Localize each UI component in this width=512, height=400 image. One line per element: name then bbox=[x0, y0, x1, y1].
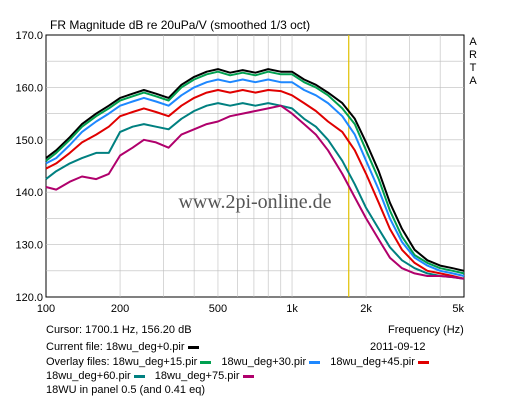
x-tick-label: 500 bbox=[209, 303, 227, 315]
legend-entry-1-label: 18wu_deg+15.pir bbox=[112, 356, 198, 368]
legend-swatch-5 bbox=[242, 374, 254, 378]
legend-swatch-2 bbox=[309, 360, 321, 364]
legend-swatch-3 bbox=[417, 360, 429, 364]
arta-tag-letter: A bbox=[469, 36, 477, 48]
current-file-prefix: Current file: bbox=[46, 341, 103, 353]
legend-entry-5-label: 18wu_deg+75.pir bbox=[154, 370, 240, 382]
frequency-response-chart[interactable]: www.2pi-online.de 120.0 130.0 140.0 150.0 16… bbox=[0, 0, 512, 320]
info-line: 18WU in panel 0.5 (and 0.41 eq) bbox=[46, 384, 205, 396]
series-line-3 bbox=[45, 89, 465, 280]
legend-entry-0-label: 18wu_deg+0.pir bbox=[105, 341, 185, 353]
series-group bbox=[45, 68, 465, 280]
y-tick-label: 160.0 bbox=[15, 82, 43, 94]
y-tick-labels: 120.0 130.0 140.0 150.0 160.0 170.0 bbox=[15, 30, 43, 304]
watermark-text: www.2pi-online.de bbox=[178, 191, 331, 213]
current-file-line: Current file: 18wu_deg+0.pir bbox=[46, 341, 206, 353]
x-tick-label: 2k bbox=[360, 303, 372, 315]
y-tick-label: 170.0 bbox=[15, 30, 43, 42]
series-line-2 bbox=[45, 78, 465, 277]
arta-side-tag: A R T A bbox=[467, 36, 479, 88]
date-label: 2011-09-12 bbox=[370, 341, 426, 353]
x-tick-label: 1k bbox=[286, 303, 298, 315]
x-tick-label: 200 bbox=[111, 303, 129, 315]
legend-entry-3-label: 18wu_deg+45.pir bbox=[330, 356, 415, 368]
arta-tag-letter: T bbox=[469, 62, 477, 74]
series-line-1 bbox=[45, 70, 465, 275]
arta-tag-letter: A bbox=[469, 75, 477, 87]
y-tick-label: 120.0 bbox=[15, 292, 43, 304]
overlay-files-line: Overlay files: 18wu_deg+15.pir 18wu_deg+… bbox=[46, 356, 436, 368]
series-line-5 bbox=[45, 104, 465, 280]
series-line-0 bbox=[45, 68, 465, 272]
legend-swatch-1 bbox=[200, 360, 212, 364]
legend-entry-4-label: 18wu_deg+60.pir bbox=[46, 370, 131, 382]
overlay-files-line-2: 18wu_deg+60.pir 18wu_deg+75.pir bbox=[46, 370, 261, 382]
legend-swatch-4 bbox=[133, 374, 145, 378]
x-tick-labels: 100 200 500 1k 2k 5k bbox=[37, 303, 465, 315]
y-tick-label: 150.0 bbox=[15, 135, 43, 147]
cursor-readout: Cursor: 1700.1 Hz, 156.20 dB bbox=[46, 324, 192, 336]
legend-entry-2-label: 18wu_deg+30.pir bbox=[221, 356, 307, 368]
overlay-prefix: Overlay files: bbox=[46, 356, 110, 368]
arta-tag-letter: R bbox=[469, 49, 477, 61]
series-line-4 bbox=[45, 102, 465, 280]
chart-title: FR Magnitude dB re 20uPa/V (smoothed 1/3… bbox=[50, 18, 311, 32]
x-tick-label: 5k bbox=[452, 303, 464, 315]
legend-swatch-0 bbox=[187, 345, 199, 349]
y-tick-label: 140.0 bbox=[15, 187, 43, 199]
x-tick-label: 100 bbox=[37, 303, 55, 315]
y-tick-label: 130.0 bbox=[15, 240, 43, 252]
x-axis-label: Frequency (Hz) bbox=[388, 324, 464, 336]
